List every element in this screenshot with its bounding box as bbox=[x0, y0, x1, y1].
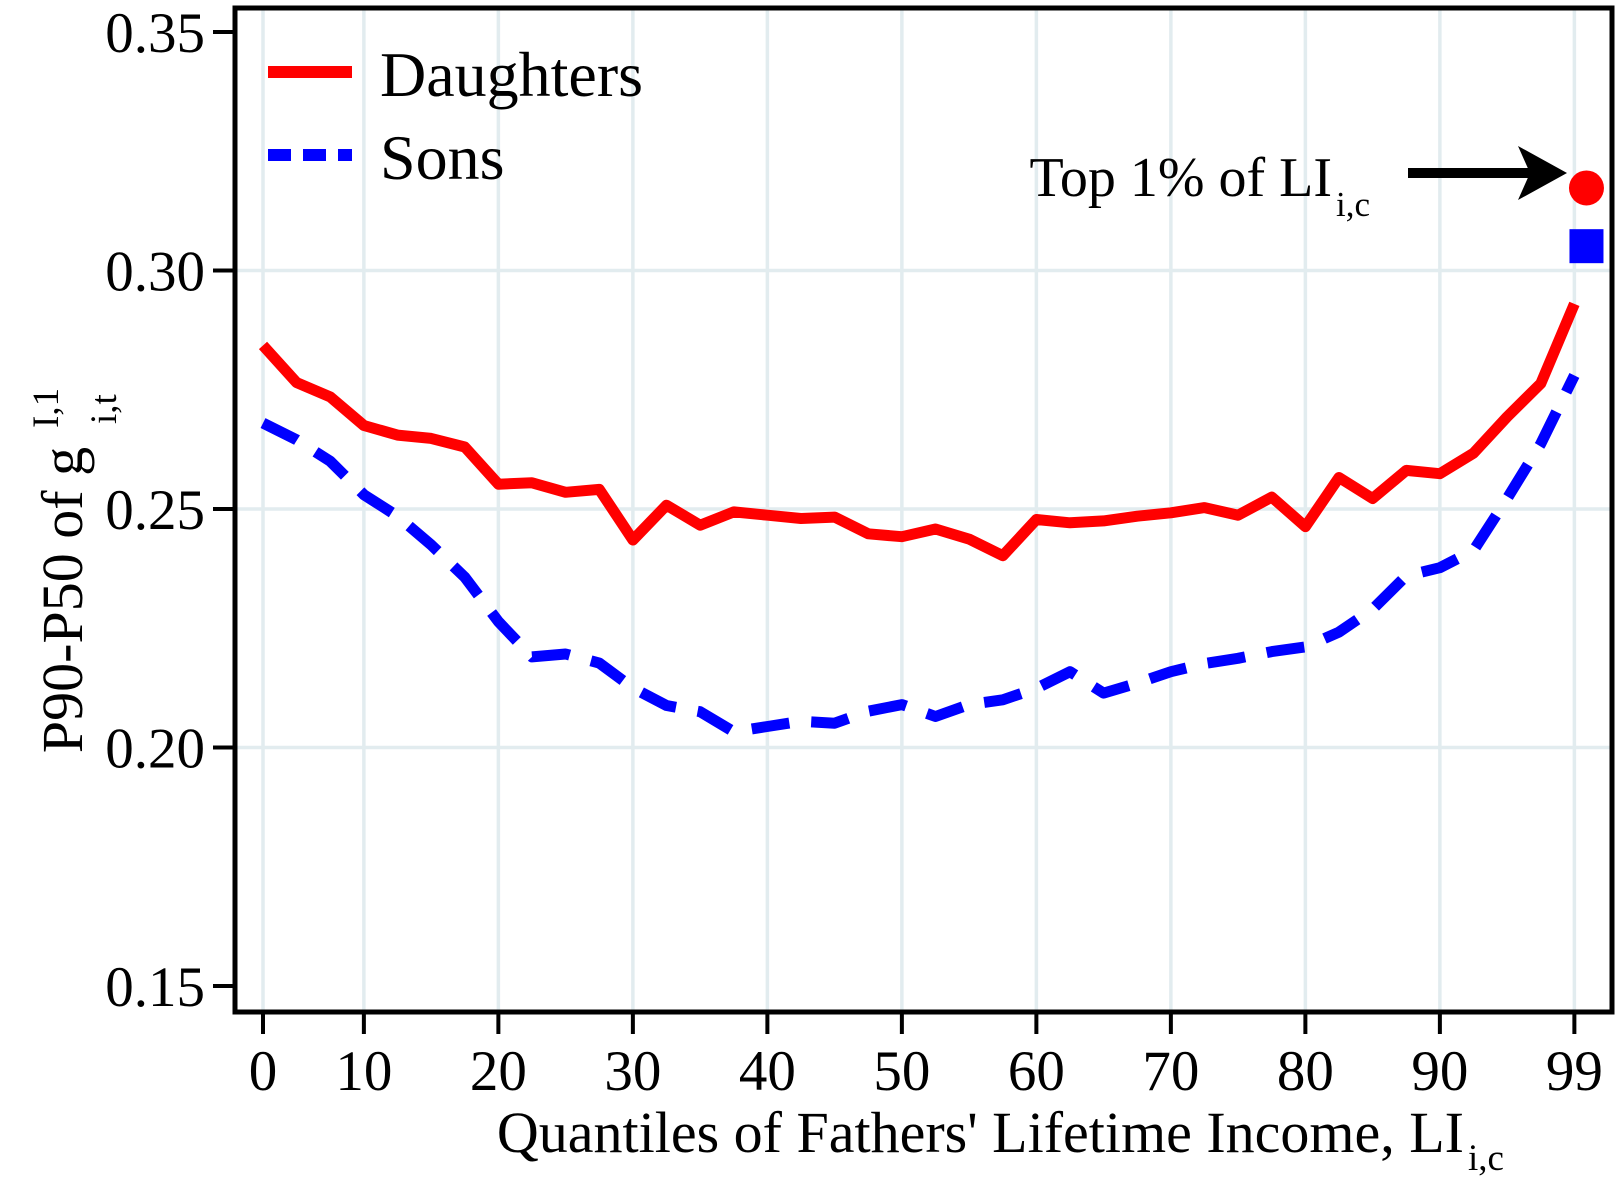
y-tick-label: 0.30 bbox=[105, 241, 205, 304]
y-axis-title: P90-P50 of g I,1 i,t bbox=[26, 388, 125, 753]
top1-daughters-marker bbox=[1568, 170, 1604, 206]
axis-tick-labels: 0 10 20 30 40 50 60 70 80 90 99 0.35 0.30 0.25 0.20 0.1… bbox=[105, 2, 1603, 1103]
annotation-arrow-head-icon bbox=[1518, 146, 1567, 200]
x-axis-title-subscript: i,c bbox=[1468, 1138, 1504, 1179]
legend: Daughters Sons bbox=[268, 39, 643, 193]
x-tick-label: 10 bbox=[335, 1040, 392, 1103]
x-tick-label: 90 bbox=[1411, 1040, 1468, 1103]
y-axis-title-text: P90-P50 of g bbox=[30, 447, 95, 753]
top1-sons-marker bbox=[1569, 229, 1604, 264]
top1-annotation: Top 1% of LI i,c bbox=[1030, 146, 1567, 224]
x-tick-label: 30 bbox=[604, 1040, 661, 1103]
legend-daughters-label: Daughters bbox=[380, 39, 643, 110]
series-line-daughters bbox=[258, 301, 1580, 562]
legend-sons-label: Sons bbox=[380, 122, 505, 193]
x-tick-label: 99 bbox=[1546, 1040, 1603, 1103]
top1-annotation-subscript: i,c bbox=[1336, 185, 1370, 224]
axis-ticks bbox=[213, 30, 1577, 1034]
y-tick-label: 0.35 bbox=[105, 2, 205, 65]
y-tick-label: 0.20 bbox=[105, 718, 205, 781]
x-tick-label: 50 bbox=[873, 1040, 930, 1103]
y-tick-label: 0.25 bbox=[105, 479, 205, 542]
data-series bbox=[258, 301, 1580, 738]
x-axis-title: Quantiles of Fathers' Lifetime Income, L… bbox=[497, 1100, 1504, 1179]
y-axis-title-subscript: i,t bbox=[84, 393, 125, 424]
x-tick-label: 80 bbox=[1277, 1040, 1334, 1103]
x-tick-label: 20 bbox=[470, 1040, 527, 1103]
top1-annotation-text: Top 1% of LI bbox=[1030, 147, 1332, 209]
x-axis-title-text: Quantiles of Fathers' Lifetime Income, L… bbox=[497, 1100, 1464, 1165]
x-tick-label: 70 bbox=[1142, 1040, 1199, 1103]
plot-frame bbox=[232, 5, 1615, 1015]
y-axis-title-superscript: I,1 bbox=[26, 388, 67, 428]
x-tick-label: 40 bbox=[739, 1040, 796, 1103]
x-tick-label: 60 bbox=[1008, 1040, 1065, 1103]
series-line-sons bbox=[260, 372, 1580, 738]
x-tick-label: 0 bbox=[249, 1040, 278, 1103]
y-tick-label: 0.15 bbox=[105, 956, 205, 1019]
